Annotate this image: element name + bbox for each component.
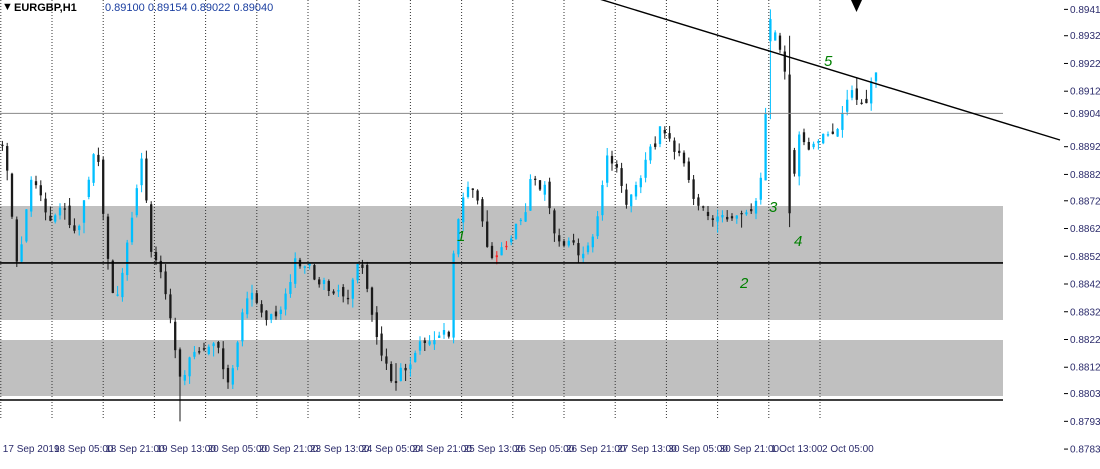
svg-text:2: 2 [739, 275, 749, 292]
svg-text:0.89040: 0.89040 [1070, 109, 1100, 120]
svg-text:0.88725: 0.88725 [1070, 196, 1100, 207]
svg-text:0.89415: 0.89415 [1070, 5, 1100, 16]
svg-text:EURGBP,H1: EURGBP,H1 [14, 2, 77, 14]
svg-text:3: 3 [769, 199, 778, 216]
svg-text:2 Oct 05:00: 2 Oct 05:00 [822, 444, 874, 455]
svg-text:0.88525: 0.88525 [1070, 252, 1100, 263]
svg-text:1: 1 [457, 228, 465, 245]
svg-text:1 Oct 13:00: 1 Oct 13:00 [771, 444, 823, 455]
svg-text:17 Sep 2019: 17 Sep 2019 [3, 444, 60, 455]
svg-text:0.88425: 0.88425 [1070, 280, 1100, 291]
svg-text:0.89100 0.89154 0.89022 0.8904: 0.89100 0.89154 0.89022 0.89040 [105, 2, 273, 14]
svg-text:0.87830: 0.87830 [1070, 445, 1100, 456]
svg-text:0.88125: 0.88125 [1070, 363, 1100, 374]
svg-text:4: 4 [794, 233, 802, 250]
svg-text:5: 5 [824, 53, 833, 70]
svg-text:0.88225: 0.88225 [1070, 335, 1100, 346]
svg-text:▼: ▼ [2, 1, 13, 13]
svg-text:0.88625: 0.88625 [1070, 224, 1100, 235]
svg-text:0.88325: 0.88325 [1070, 307, 1100, 318]
